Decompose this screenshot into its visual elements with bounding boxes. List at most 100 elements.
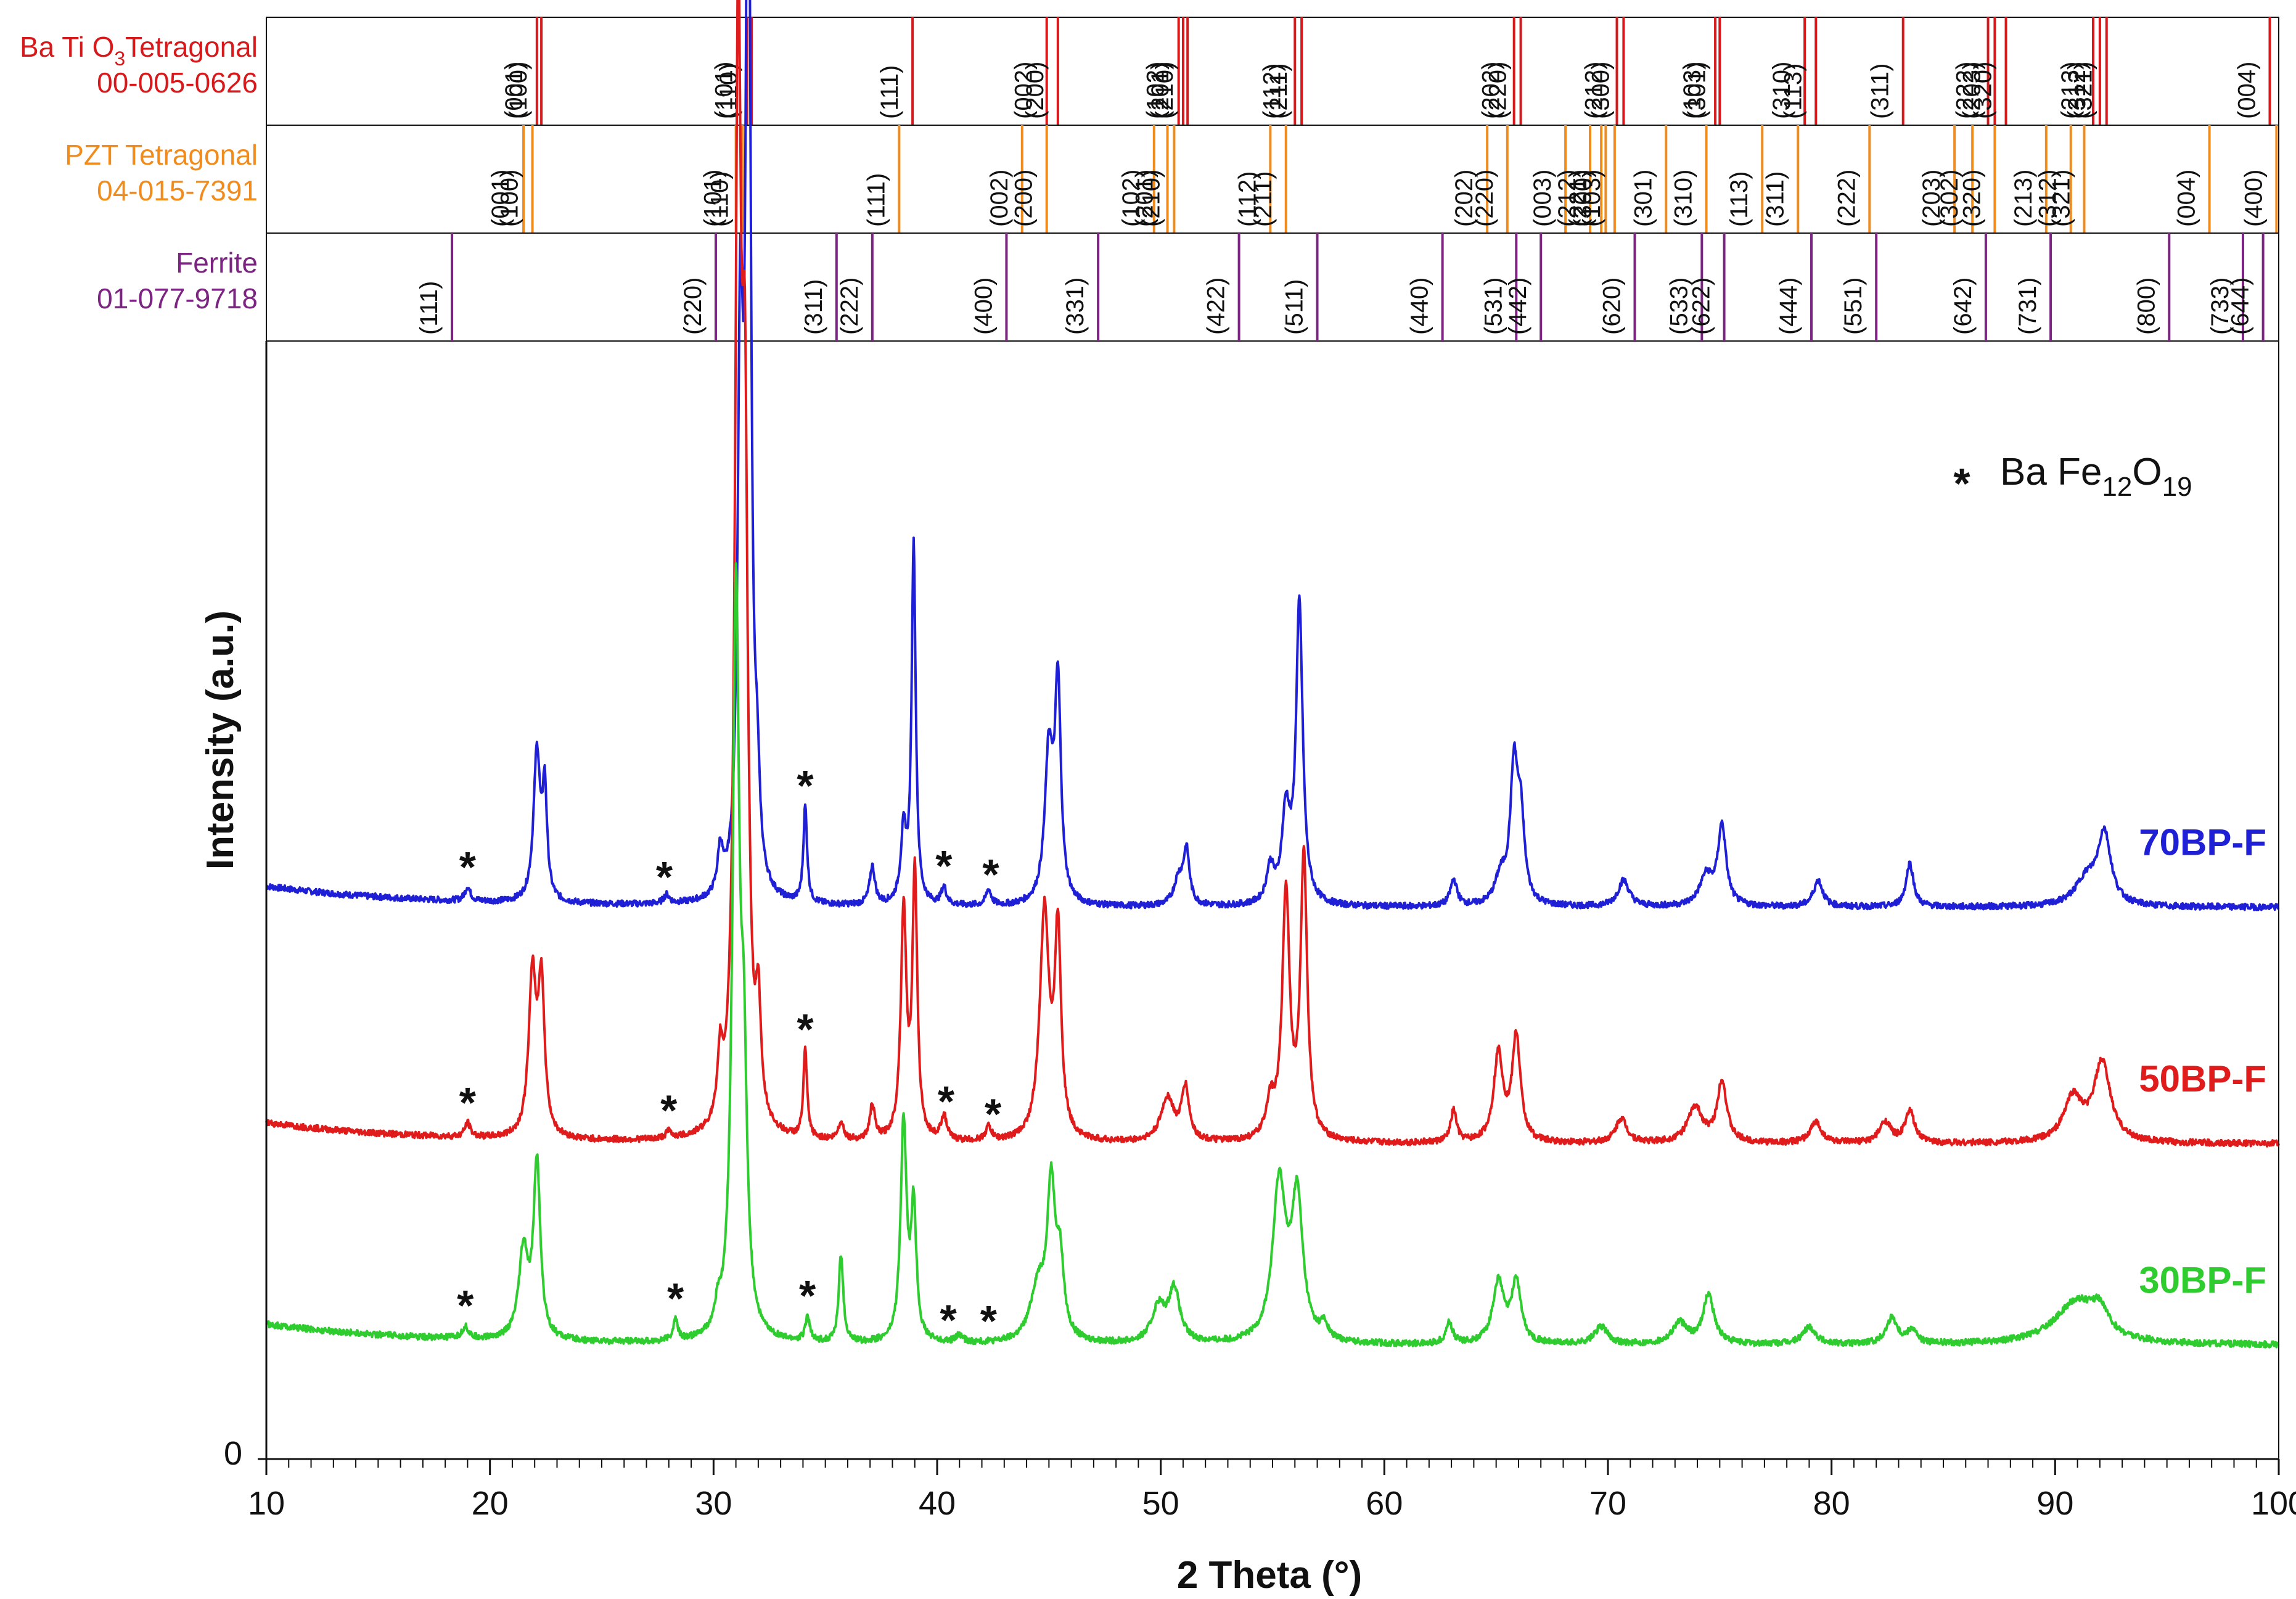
reference-peak-hkl: (220) [679, 277, 707, 335]
reference-peak-hkl: (800) [2133, 277, 2160, 335]
x-tick-label: 90 [2036, 1485, 2073, 1522]
baferrite-peak-marker: * [459, 1079, 477, 1127]
baferrite-peak-marker: * [797, 762, 814, 810]
reference-peak-hkl: (004) [2173, 170, 2200, 227]
reference-peak-hkl: (642) [1950, 277, 1977, 335]
reference-peak-hkl: (442) [1504, 277, 1531, 335]
reference-peak-hkl: (003) [1529, 170, 1556, 227]
reference-peak-hkl: (100) [496, 170, 523, 227]
reference-peak-hkl: (210) [1151, 62, 1178, 119]
reference-peak-hkl: (531) [1480, 277, 1507, 335]
reference-peak-hkl: (102) [1118, 170, 1145, 227]
reference-peak-hkl: (113) [1726, 171, 1753, 227]
x-tick-label: 50 [1142, 1485, 1179, 1522]
reference-name: PZT Tetragonal [65, 139, 258, 171]
x-tick-label: 30 [695, 1485, 732, 1522]
reference-peak-hkl: (113) [1779, 64, 1806, 119]
reference-peak-hkl: (400) [970, 277, 997, 335]
reference-peak-hkl: (733) [2207, 277, 2234, 335]
reference-peak-hkl: (111) [863, 173, 890, 227]
x-tick-label: 70 [1589, 1485, 1626, 1522]
baferrite-peak-marker: * [938, 1077, 955, 1125]
series-label: 70BP-F [2139, 821, 2266, 863]
reference-peak-hkl: (440) [1406, 277, 1433, 335]
reference-peak-hkl: (622) [1688, 277, 1715, 335]
reference-peak-hkl: (222) [836, 277, 863, 335]
reference-peak-hkl: (222) [1833, 170, 1860, 227]
reference-peak-hkl: (103) [1679, 62, 1706, 119]
x-tick-label: 20 [472, 1485, 509, 1522]
reference-peak-hkl: (312) [2035, 170, 2062, 227]
reference-peak-hkl: (321) [2070, 62, 2097, 119]
y-axis-title: Intensity (a.u.) [199, 610, 242, 869]
reference-peak-hkl: (644) [2227, 277, 2254, 335]
x-tick-label: 60 [1366, 1485, 1403, 1522]
x-tick-label: 100 [2251, 1485, 2296, 1522]
reference-peak-hkl: (331) [1062, 277, 1089, 335]
reference-name: Ferrite [176, 247, 258, 279]
reference-peak-hkl: (111) [876, 65, 903, 119]
reference-peak-hkl: (731) [2014, 277, 2041, 335]
x-tick-label: 80 [1813, 1485, 1850, 1522]
baferrite-peak-marker: * [935, 842, 953, 890]
series-line-70BP-F [265, 0, 2280, 911]
reference-peak-hkl: (212) [1554, 170, 1581, 227]
baferrite-peak-marker: * [799, 1272, 816, 1320]
reference-peak-hkl: (320) [1958, 170, 1985, 227]
reference-peak-hkl: (511) [1281, 279, 1308, 335]
reference-peak-hkl: (221) [1565, 170, 1592, 227]
reference-peak-hkl: (211) [1265, 64, 1292, 119]
reference-peak-hkl: (620) [1599, 277, 1626, 335]
baferrite-peak-marker: * [982, 850, 999, 898]
reference-code: 00-005-0626 [97, 67, 258, 99]
reference-peak-hkl: (213) [2057, 62, 2084, 119]
reference-peak-hkl: (301) [1630, 170, 1657, 227]
reference-peak-hkl: (551) [1840, 277, 1867, 335]
reference-peak-hkl: (203) [1918, 170, 1945, 227]
reference-peak-hkl: (311) [800, 279, 827, 335]
reference-peak-hkl: (312) [2064, 62, 2091, 119]
reference-peak-hkl: (001) [501, 62, 528, 119]
reference-peak-hkl: (300) [1569, 170, 1596, 227]
reference-peak-hkl: (200) [1022, 62, 1049, 119]
reference-name: Ba Ti O3Tetragonal [20, 31, 258, 70]
baferrite-peak-marker: * [980, 1297, 998, 1345]
reference-peak-hkl: (211) [1250, 171, 1277, 227]
reference-peak-hkl: (311) [1867, 64, 1894, 119]
baferrite-peak-marker: * [459, 843, 477, 891]
reference-peak-hkl: (220) [1471, 170, 1498, 227]
legend: * Ba Fe12O19 [1953, 451, 2192, 508]
reference-peak-hkl: (422) [1203, 277, 1230, 335]
baferrite-peak-marker: * [940, 1296, 957, 1344]
reference-peak-hkl: (201) [1131, 170, 1158, 227]
reference-peak-hkl: (210) [1138, 170, 1165, 227]
x-tick-label: 10 [248, 1485, 285, 1522]
reference-peak-hkl: (002) [986, 170, 1013, 227]
series-line-30BP-F [265, 562, 2280, 1349]
reference-code: 01-077-9718 [97, 282, 258, 314]
x-tick-label: 40 [919, 1485, 956, 1522]
reference-peak-hkl: (203) [1958, 62, 1985, 119]
series-line-50BP-F [265, 0, 2280, 1148]
baferrite-peak-marker: * [797, 1005, 814, 1053]
x-axis-title: 2 Theta (°) [1177, 1554, 1362, 1597]
reference-peak-hkl: (212) [1581, 62, 1608, 119]
baferrite-peak-marker: * [457, 1281, 474, 1330]
reference-code: 04-015-7391 [97, 175, 258, 207]
reference-peak-hkl: (001) [487, 170, 514, 227]
reference-peak-hkl: (300) [1587, 62, 1614, 119]
reference-panel-frame [266, 232, 2279, 342]
legend-symbol: * [1953, 459, 1970, 508]
reference-peak-hkl: (004) [2233, 62, 2260, 119]
reference-peak-hkl: (302) [1936, 170, 1963, 227]
reference-peak-hkl: (101) [711, 62, 738, 119]
reference-peak-hkl: (111) [416, 281, 443, 335]
reference-peak-hkl: (112) [1258, 64, 1285, 119]
baferrite-peak-marker: * [667, 1274, 684, 1322]
legend-label: Ba Fe12O19 [2000, 451, 2192, 502]
reference-peak-hkl: (200) [1011, 170, 1038, 227]
reference-peak-hkl: (311) [1761, 171, 1789, 227]
y-axis-zero-label: 0 [224, 1435, 242, 1472]
